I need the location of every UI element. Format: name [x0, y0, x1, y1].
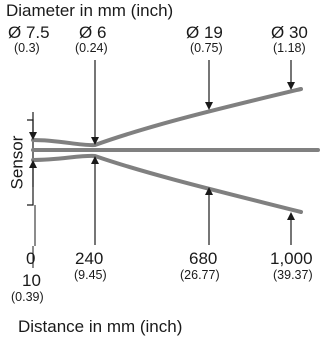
diameter-label-4: Ø 30	[271, 23, 308, 42]
diameter-label-1: Ø 7.5	[8, 23, 50, 42]
diameter-inch-2: (0.24)	[75, 41, 108, 55]
distance-label-1: 0	[26, 249, 36, 268]
diameter-title: Diameter in mm (inch)	[6, 1, 174, 20]
diameter-inch-1: (0.3)	[14, 41, 40, 55]
diameter-label-2: Ø 6	[79, 23, 107, 42]
distance-inch-2: (9.45)	[74, 268, 107, 282]
distance-label-4: 1,000	[270, 249, 313, 268]
distance-label-3: 680	[189, 249, 218, 268]
distance-label-2: 240	[75, 249, 104, 268]
distance-inch-3: (26.77)	[180, 268, 220, 282]
beam-upper-edge	[31, 87, 303, 148]
diameter-label-3: Ø 19	[186, 23, 223, 42]
beam-lower-edge	[31, 153, 303, 214]
offset-label: 10	[22, 271, 41, 290]
beam	[31, 87, 320, 214]
sensor-bracket	[27, 119, 34, 206]
distance-axis-label: Distance in mm (inch)	[18, 317, 183, 336]
distance-inch-4: (39.37)	[273, 268, 313, 282]
offset-inch: (0.39)	[11, 290, 44, 304]
sensor-label: Sensor	[7, 135, 27, 190]
diameter-inch-3: (0.75)	[190, 41, 223, 55]
diameter-inch-4: (1.18)	[273, 41, 306, 55]
